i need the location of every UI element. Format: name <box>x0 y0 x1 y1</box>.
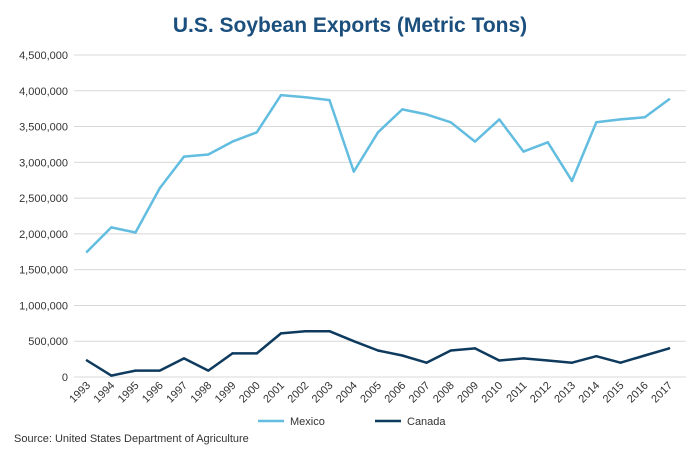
legend: Mexico Canada <box>258 416 446 428</box>
legend-label-canada: Canada <box>407 416 446 428</box>
x-tick-label: 2016 <box>625 380 651 406</box>
data-point-canada <box>498 359 501 362</box>
x-tick-label: 1998 <box>189 380 215 406</box>
y-tick-label: 1,500,000 <box>19 265 68 277</box>
data-point-canada <box>643 354 646 357</box>
series-line-canada <box>85 329 671 377</box>
series-line-mexico <box>85 93 671 254</box>
data-point-mexico <box>401 108 404 111</box>
data-point-canada <box>328 330 331 333</box>
data-point-mexico <box>522 150 525 153</box>
y-tick-label: 2,000,000 <box>19 229 68 241</box>
data-point-canada <box>473 347 477 350</box>
y-tick-label: 1,000,000 <box>19 300 68 312</box>
data-point-mexico <box>328 98 331 102</box>
x-tick-label: 2011 <box>504 380 529 405</box>
data-point-canada <box>110 374 113 377</box>
chart-title: U.S. Soybean Exports (Metric Tons) <box>172 14 528 37</box>
data-point-canada <box>570 361 574 364</box>
data-point-mexico <box>619 118 622 121</box>
x-tick-label: 2001 <box>261 380 287 406</box>
y-tick-label: 0 <box>62 372 68 384</box>
data-point-canada <box>352 340 355 343</box>
data-point-canada <box>546 359 549 362</box>
x-tick-label: 1999 <box>213 380 239 406</box>
x-tick-label: 1997 <box>164 380 190 406</box>
x-tick-label: 2007 <box>407 380 433 406</box>
x-tick-label: 2017 <box>649 380 675 406</box>
data-point-mexico <box>667 98 671 101</box>
data-point-mexico <box>231 140 234 143</box>
x-tick-label: 2006 <box>383 380 409 406</box>
data-point-canada <box>595 355 598 358</box>
y-tick-label: 500,000 <box>28 336 68 348</box>
data-point-canada <box>85 359 89 362</box>
y-axis-tick-labels: 0 500,000 1,000,000 1,500,000 2,000,000 2,500… <box>19 50 68 384</box>
data-point-mexico <box>425 113 428 116</box>
data-point-mexico <box>207 153 210 156</box>
x-tick-label: 2000 <box>237 380 263 406</box>
data-point-mexico <box>304 96 307 99</box>
x-tick-label: 1994 <box>92 380 118 406</box>
data-point-mexico <box>182 155 186 158</box>
x-tick-label: 2005 <box>358 380 384 406</box>
data-point-mexico <box>134 231 137 234</box>
data-point-mexico <box>352 170 355 173</box>
data-point-canada <box>279 332 283 335</box>
x-tick-label: 2008 <box>431 380 457 406</box>
data-point-mexico <box>279 93 283 97</box>
y-tick-label: 3,500,000 <box>19 122 68 134</box>
data-point-canada <box>304 330 307 333</box>
x-tick-label: 2013 <box>552 380 578 406</box>
data-point-canada <box>255 352 258 355</box>
x-tick-label: 2002 <box>286 380 312 406</box>
data-point-canada <box>401 354 404 357</box>
source-note: Source: United States Department of Agri… <box>14 433 249 445</box>
data-point-mexico <box>546 141 549 144</box>
data-point-canada <box>134 369 137 372</box>
data-point-mexico <box>570 179 574 183</box>
y-tick-label: 4,500,000 <box>19 50 68 62</box>
data-point-canada <box>231 352 234 355</box>
data-point-canada <box>182 357 186 360</box>
x-tick-label: 2010 <box>480 380 506 406</box>
data-point-canada <box>425 361 428 364</box>
x-tick-label: 2014 <box>577 380 603 406</box>
data-point-canada <box>449 349 452 352</box>
x-tick-label: 2004 <box>334 380 360 406</box>
x-tick-label: 2015 <box>601 380 627 406</box>
data-point-canada <box>667 347 671 350</box>
grid-lines <box>74 54 686 378</box>
data-point-mexico <box>110 226 113 229</box>
y-tick-label: 3,000,000 <box>19 157 68 169</box>
y-tick-label: 2,500,000 <box>19 193 68 205</box>
data-point-canada <box>619 361 622 364</box>
x-axis-tick-labels: 1993199419951996199719981999200020012002… <box>67 380 675 406</box>
data-point-mexico <box>255 131 258 134</box>
data-point-mexico <box>643 116 646 119</box>
data-point-canada <box>522 357 525 360</box>
data-point-mexico <box>449 121 452 124</box>
data-point-mexico <box>473 140 477 143</box>
data-point-canada <box>207 369 210 372</box>
series-lines <box>85 93 671 377</box>
y-tick-label: 4,000,000 <box>19 86 68 98</box>
data-point-canada <box>158 369 161 372</box>
data-point-mexico <box>376 131 380 134</box>
x-tick-label: 1996 <box>140 380 166 406</box>
legend-label-mexico: Mexico <box>290 416 325 428</box>
x-tick-label: 2012 <box>528 380 554 406</box>
data-point-mexico <box>158 186 161 190</box>
x-tick-label: 2009 <box>455 380 481 406</box>
data-point-mexico <box>498 118 501 121</box>
data-point-mexico <box>85 250 89 253</box>
data-point-mexico <box>595 121 598 124</box>
x-tick-label: 2003 <box>310 380 336 406</box>
x-tick-label: 1995 <box>116 380 142 406</box>
data-point-canada <box>376 349 380 352</box>
x-tick-label: 1993 <box>67 380 93 406</box>
